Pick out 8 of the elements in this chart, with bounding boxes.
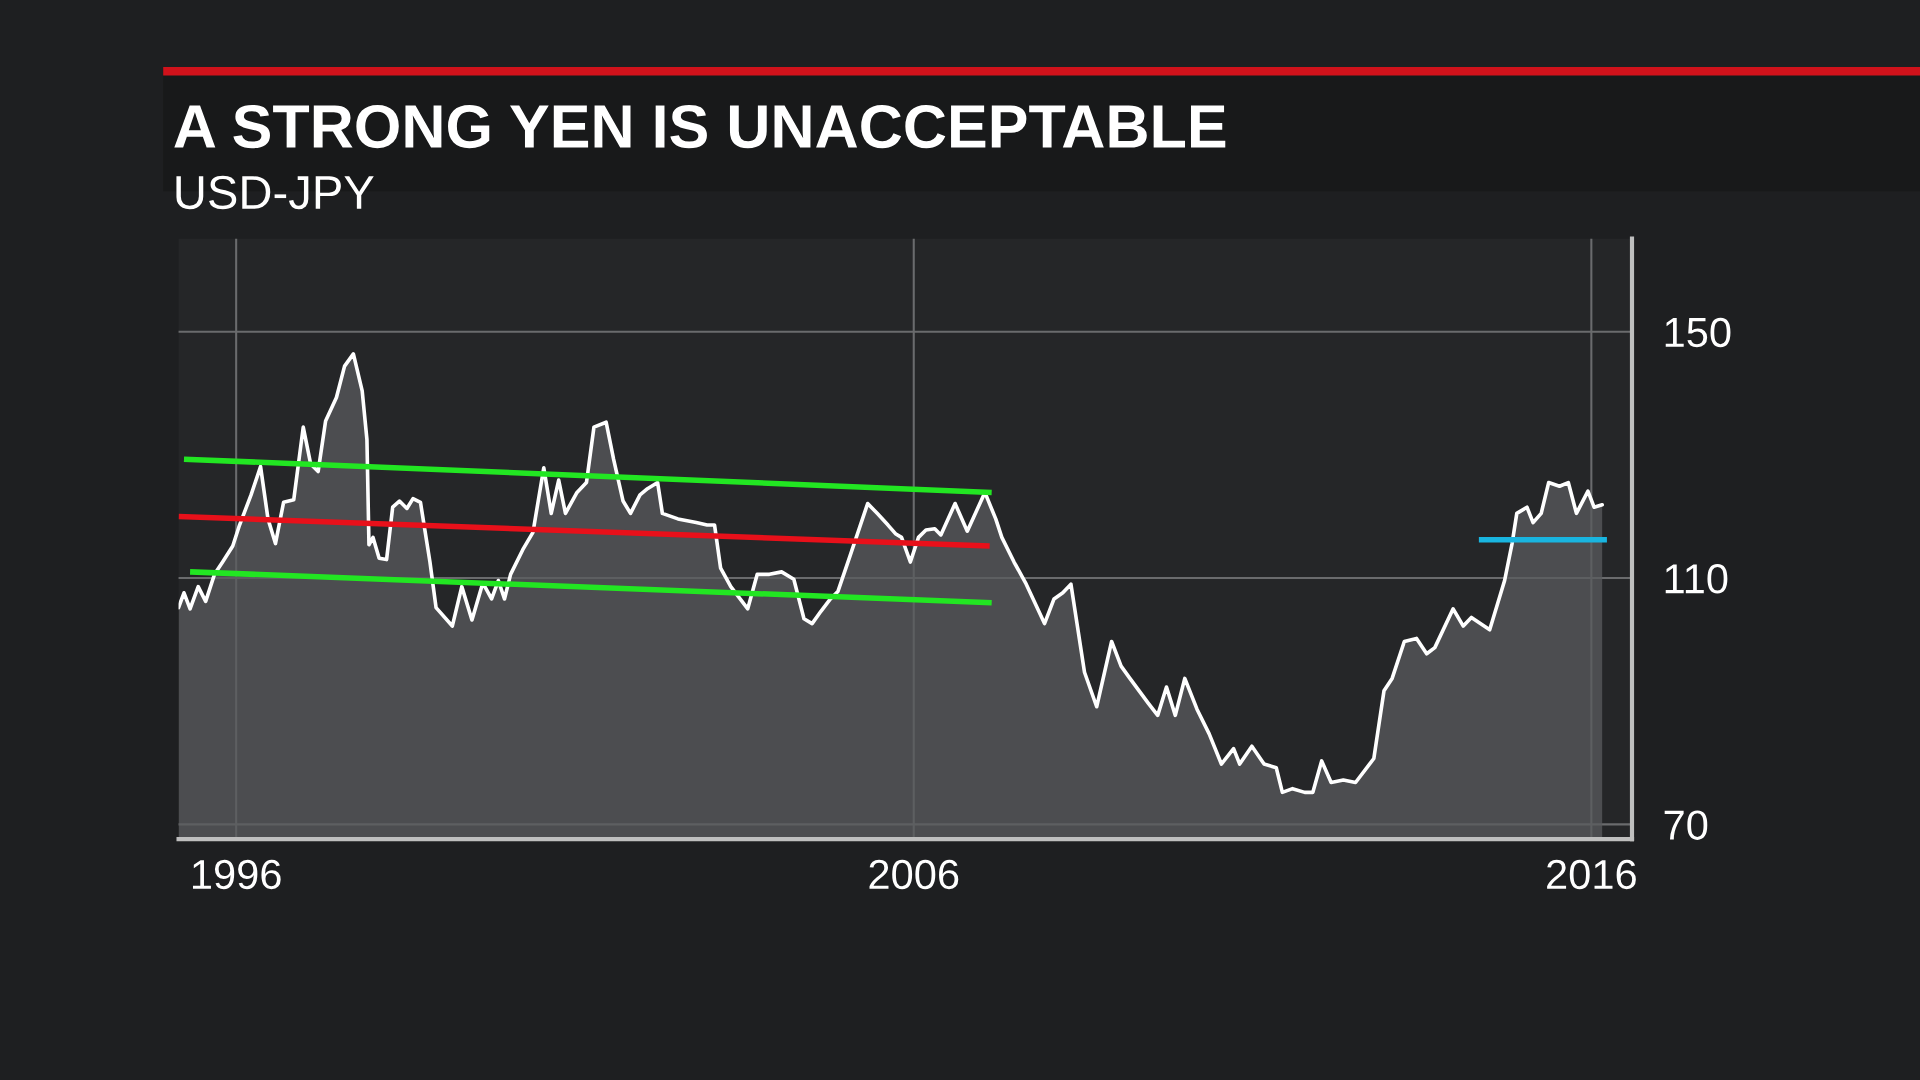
x-tick-label: 2006 [869, 859, 959, 890]
y-tick-label: 110 [1665, 564, 1728, 594]
y-tick-label: 70 [1664, 810, 1708, 840]
y-tick-label: 150 [1665, 317, 1731, 348]
chart-title: A STRONG YEN IS UNACCEPTABLE [174, 104, 1226, 149]
x-tick-label: 1996 [192, 859, 281, 890]
chart-subtitle: USD-JPY [176, 175, 374, 210]
x-tick-label: 2016 [1547, 859, 1636, 890]
